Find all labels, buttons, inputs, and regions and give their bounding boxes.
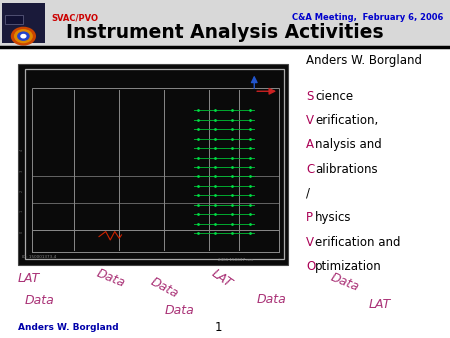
Text: 4: 4 xyxy=(19,149,23,151)
Text: V: V xyxy=(306,236,314,248)
Text: S: S xyxy=(306,90,313,102)
Text: 3: 3 xyxy=(19,169,23,172)
Text: /: / xyxy=(306,187,310,200)
Text: 2461 150637 ren: 2461 150637 ren xyxy=(218,258,253,262)
Text: Data: Data xyxy=(256,293,286,306)
Text: erification,: erification, xyxy=(315,114,378,127)
Text: V: V xyxy=(306,114,314,127)
Text: Data: Data xyxy=(94,266,127,289)
Text: O: O xyxy=(306,260,315,273)
Text: C: C xyxy=(306,163,314,175)
Text: LAT: LAT xyxy=(18,272,40,285)
Text: alibrations: alibrations xyxy=(315,163,378,175)
Text: Data: Data xyxy=(164,305,194,317)
Text: Anders W. Borgland: Anders W. Borgland xyxy=(18,323,119,332)
FancyBboxPatch shape xyxy=(4,15,22,24)
Text: Anders W. Borgland: Anders W. Borgland xyxy=(306,54,422,67)
Text: LAT: LAT xyxy=(369,298,391,311)
Text: P: P xyxy=(306,211,313,224)
Text: Instrument Analysis Activities: Instrument Analysis Activities xyxy=(66,23,384,42)
Text: ID: 150001373-4: ID: 150001373-4 xyxy=(22,255,56,259)
Text: erification and: erification and xyxy=(315,236,400,248)
Text: A: A xyxy=(306,138,314,151)
Text: cience: cience xyxy=(315,90,353,102)
Text: LAT: LAT xyxy=(209,267,235,291)
Text: 1: 1 xyxy=(215,321,222,334)
Circle shape xyxy=(20,34,27,39)
Text: 2: 2 xyxy=(19,190,23,192)
Text: hysics: hysics xyxy=(315,211,351,224)
Text: 0: 0 xyxy=(19,230,23,233)
Text: ptimization: ptimization xyxy=(315,260,382,273)
Text: 1: 1 xyxy=(19,210,23,212)
Text: SVAC/PVO: SVAC/PVO xyxy=(52,13,99,22)
Text: Data: Data xyxy=(25,294,54,307)
Circle shape xyxy=(14,29,33,43)
Text: Data: Data xyxy=(148,275,181,301)
Circle shape xyxy=(17,31,30,41)
FancyBboxPatch shape xyxy=(0,0,450,47)
FancyBboxPatch shape xyxy=(2,3,45,43)
Text: Data: Data xyxy=(328,271,361,294)
Text: C&A Meeting,  February 6, 2006: C&A Meeting, February 6, 2006 xyxy=(292,13,443,22)
Text: nalysis and: nalysis and xyxy=(315,138,382,151)
FancyBboxPatch shape xyxy=(18,64,288,265)
Circle shape xyxy=(11,27,36,46)
